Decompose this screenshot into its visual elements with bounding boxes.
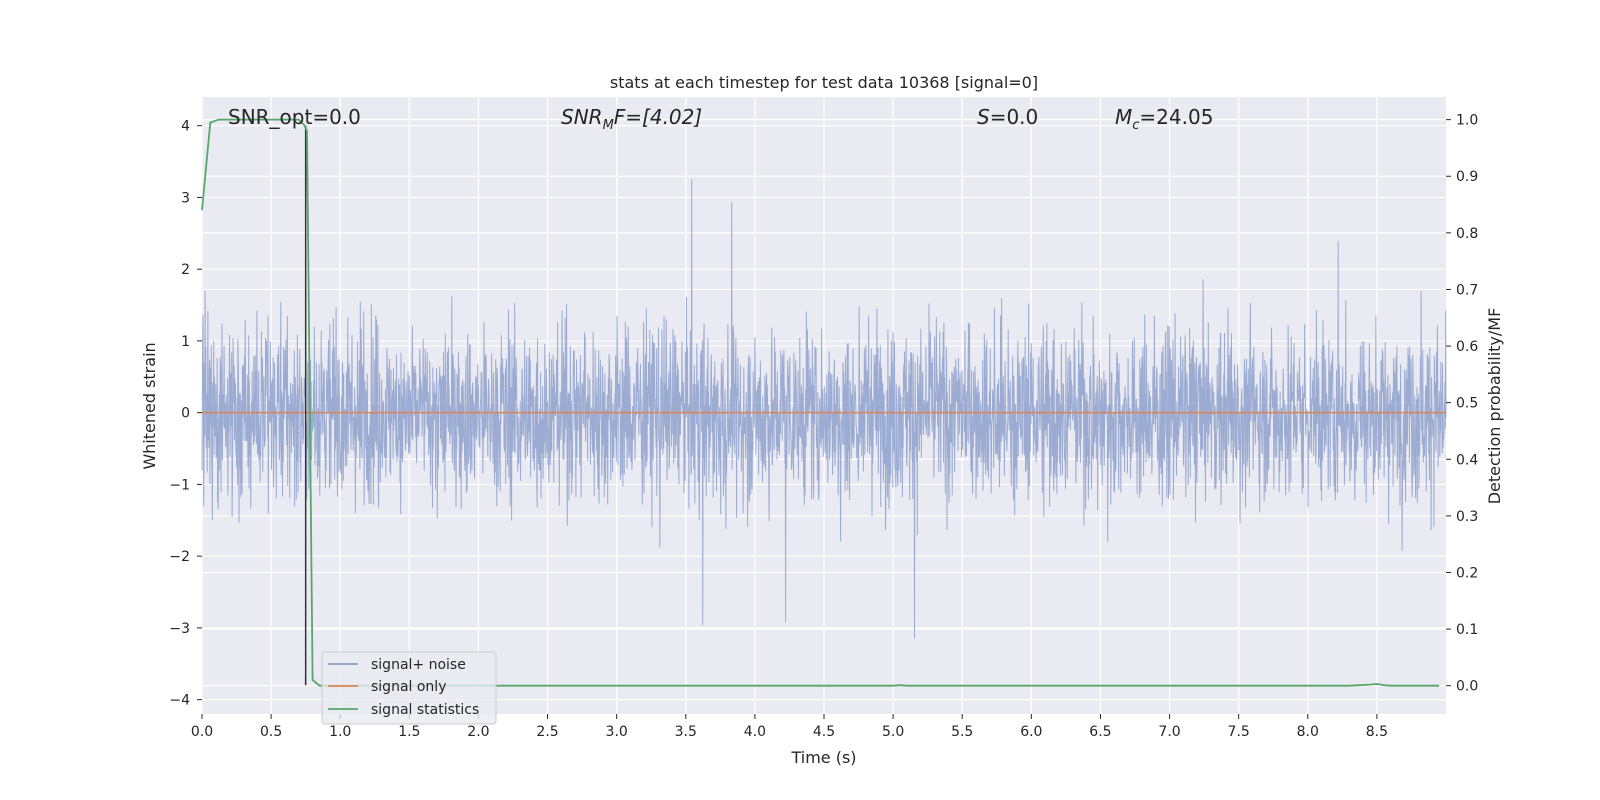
x-tick-label: 8.0 <box>1297 724 1319 740</box>
y-axis-label: Whitened strain <box>140 342 159 469</box>
x-tick-label: 5.5 <box>951 724 973 740</box>
y-right-tick-label: 0.2 <box>1456 565 1478 581</box>
x-tick-label: 3.5 <box>675 724 697 740</box>
y-tick-label: −3 <box>169 621 190 637</box>
x-tick-label: 4.5 <box>813 724 835 740</box>
ticks: 0.0 0.5 1.0 1.5 2.0 2.5 3.0 3.5 4.0 4.5 5.0 5.5 6.0 6… <box>169 113 1478 740</box>
series-signal-noise-line <box>201 179 1447 639</box>
y-right-tick-label: 0.1 <box>1456 622 1478 638</box>
x-tick-label: 4.0 <box>744 724 766 740</box>
y-right-axis-label: Detection probability/MF <box>1485 308 1504 505</box>
legend-box <box>321 651 497 725</box>
y-right-tick-label: 0.8 <box>1456 226 1478 242</box>
x-tick-label: 1.0 <box>329 724 351 740</box>
x-tick-label: 2.0 <box>467 724 489 740</box>
y-right-tick-label: 0.6 <box>1456 339 1478 355</box>
x-tick-label: 7.5 <box>1228 724 1250 740</box>
x-tick-label: 8.5 <box>1366 724 1388 740</box>
x-axis-label: Time (s) <box>790 748 856 767</box>
y-right-tick-label: 0.4 <box>1456 452 1478 468</box>
y-tick-label: 1 <box>181 334 190 350</box>
x-tick-label: 3.0 <box>606 724 628 740</box>
y-right-tick-label: 0.9 <box>1456 169 1478 185</box>
y-right-tick-label: 0.3 <box>1456 509 1478 525</box>
y-tick-label: −2 <box>169 549 190 565</box>
y-right-tick-label: 0.0 <box>1456 679 1478 695</box>
annotation-mc: Mc=24.05 <box>1115 105 1213 133</box>
x-tick-label: 6.5 <box>1089 724 1111 740</box>
y-tick-label: −1 <box>169 477 190 493</box>
chart-title: stats at each timestep for test data 103… <box>610 73 1038 92</box>
y-tick-label: 0 <box>181 406 190 422</box>
annotation-snr-mf-main: SNR <box>561 105 603 129</box>
legend: signal+ noise signal only signal statist… <box>321 651 497 725</box>
annotation-snr-mf-sub: M <box>603 118 614 133</box>
legend-label-signal-only: signal only <box>371 679 446 695</box>
x-tick-label: 1.5 <box>398 724 420 740</box>
annotation-mc-rest: =24.05 <box>1139 105 1213 129</box>
y-right-tick-label: 1.0 <box>1456 113 1478 129</box>
annotation-snr-mf: SNRMF=[4.02] <box>561 105 702 133</box>
y-tick-label: −4 <box>169 693 190 709</box>
x-tick-label: 0.5 <box>260 724 282 740</box>
x-tick-label: 6.0 <box>1020 724 1042 740</box>
annotation-mc-sub: c <box>1132 118 1139 133</box>
x-tick-label: 0.0 <box>191 724 213 740</box>
y-right-tick-label: 0.5 <box>1456 396 1478 412</box>
noise-series <box>201 179 1447 639</box>
legend-label-signal-statistics: signal statistics <box>371 702 479 718</box>
x-tick-label: 7.0 <box>1158 724 1180 740</box>
y-right-tick-label: 0.7 <box>1456 282 1478 298</box>
y-tick-label: 2 <box>181 262 190 278</box>
annotation-snr-mf-rest: F=[4.02] <box>614 105 702 129</box>
annotation-s-main: S <box>977 105 990 129</box>
annotation-s-rest: =0.0 <box>990 105 1039 129</box>
x-tick-label: 2.5 <box>536 724 558 740</box>
x-tick-label: 5.0 <box>882 724 904 740</box>
annotation-s: S=0.0 <box>977 105 1038 129</box>
annotation-snr-opt: SNR_opt=0.0 <box>228 105 361 129</box>
y-tick-label: 4 <box>181 119 190 135</box>
y-tick-label: 3 <box>181 190 190 206</box>
legend-label-signal-noise: signal+ noise <box>371 657 466 673</box>
annotation-mc-main: M <box>1115 105 1132 129</box>
